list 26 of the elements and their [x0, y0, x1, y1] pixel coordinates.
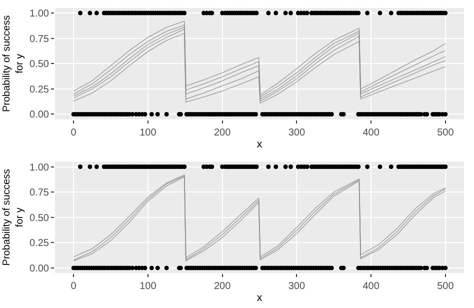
x-tick-label: 0: [70, 127, 77, 138]
x-tick-label: 300: [288, 281, 306, 292]
x-tick-label: 100: [140, 127, 157, 138]
x-tick-label: 300: [288, 127, 306, 138]
y-axis-title: Probability of success for y: [2, 15, 26, 112]
x-tick-label: 200: [214, 127, 232, 138]
y-tick-label: 1.00: [30, 8, 50, 20]
y-axis-title: Probability of success for y: [2, 168, 26, 266]
y-tick-label: 0.25: [30, 238, 50, 250]
x-tick-label: 400: [362, 281, 380, 292]
y-tick-label: 0.00: [30, 110, 50, 121]
y-tick-label: 0.75: [30, 188, 50, 199]
y-tick-label: 1.00: [30, 162, 50, 174]
x-tick-label: 400: [362, 127, 380, 138]
y-tick-label: 0.50: [30, 59, 50, 70]
x-axis-title: x: [256, 138, 263, 150]
x-tick-label: 200: [214, 281, 232, 292]
x-tick-label: 500: [437, 127, 454, 138]
x-axis-title: x: [256, 292, 263, 304]
x-tick-label: 500: [437, 281, 454, 292]
y-tick-label: 0.25: [30, 84, 50, 96]
y-tick-label: 0.50: [30, 212, 50, 224]
y-tick-label: 0.75: [30, 34, 50, 45]
x-tick-label: 0: [70, 281, 77, 292]
x-tick-label: 100: [140, 281, 157, 292]
y-tick-label: 0.00: [30, 263, 50, 274]
